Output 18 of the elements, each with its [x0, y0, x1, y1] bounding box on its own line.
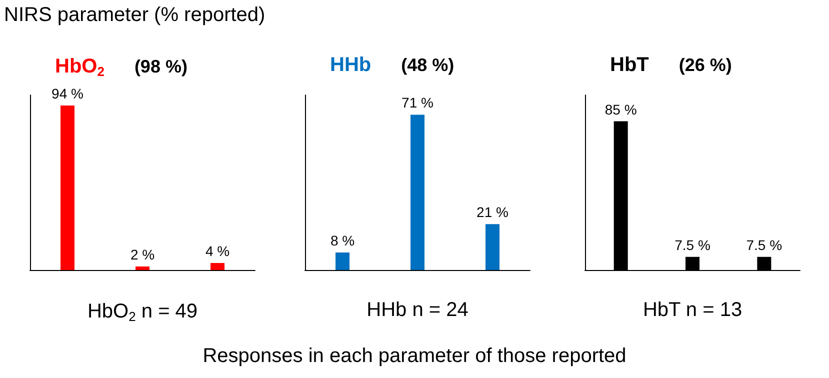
data-label: 71 %	[402, 94, 434, 111]
data-label: 21 %	[476, 204, 508, 220]
chart-subtitle: (98 %)	[134, 56, 188, 76]
data-label: 7.5 %	[674, 236, 710, 253]
data-label: 4 %	[205, 243, 230, 259]
data-label: 94 %	[52, 86, 84, 102]
text: Responses in each parameter of those reported	[202, 345, 626, 368]
chart-subtitle: (48 %)	[401, 55, 454, 75]
data-label: 2 %	[130, 246, 155, 262]
chart-title: HbT	[610, 54, 649, 76]
x-axis-title: HbT n = 13	[642, 299, 742, 321]
chart-title: HHb	[330, 54, 372, 76]
data-label: 8 %	[330, 232, 355, 248]
x-axis-title: HHb n = 24	[366, 299, 468, 321]
chart-subtitle: (26 %)	[678, 55, 732, 75]
data-label: 7.5 %	[746, 236, 782, 253]
data-label: 85 %	[604, 101, 637, 118]
text: NIRS parameter (% reported)	[4, 4, 266, 27]
